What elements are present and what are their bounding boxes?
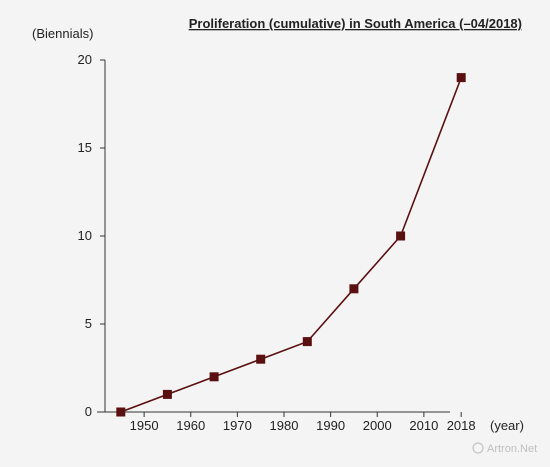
- x-tick-label-2010: 2010: [409, 418, 438, 433]
- series-line: [120, 77, 462, 413]
- x-tick-label-2000: 2000: [363, 418, 392, 433]
- x-ticks: 1950 1960 1970 1980 1990 2000 2010 2018: [130, 412, 476, 433]
- x-tick-label-1970: 1970: [223, 418, 252, 433]
- x-tick-label-1950: 1950: [130, 418, 159, 433]
- data-point-1945: [116, 407, 126, 417]
- watermark-text: Artron.Net: [487, 443, 537, 455]
- chart-title: Proliferation (cumulative) in South Amer…: [189, 16, 522, 31]
- x-axis-label: (year): [490, 418, 524, 433]
- x-tick-label-2018: 2018: [447, 418, 476, 433]
- watermark-logo-icon: [472, 442, 484, 454]
- data-point-1965: [209, 372, 219, 382]
- y-ticks: 0 5 10 15 20: [78, 52, 105, 419]
- y-tick-label-20: 20: [78, 52, 92, 67]
- y-tick-label-0: 0: [85, 404, 92, 419]
- x-tick-label-1990: 1990: [316, 418, 345, 433]
- y-axis-label: (Biennials): [32, 26, 93, 41]
- y-tick-label-10: 10: [78, 228, 92, 243]
- x-tick-label-1980: 1980: [270, 418, 299, 433]
- data-point-1975: [256, 354, 266, 364]
- watermark: Artron.Net: [472, 442, 537, 455]
- y-tick-label-5: 5: [85, 316, 92, 331]
- x-tick-label-1960: 1960: [176, 418, 205, 433]
- data-point-1995: [349, 284, 359, 294]
- data-point-1955: [162, 389, 172, 399]
- data-point-2018: [456, 73, 466, 83]
- data-point-2005: [396, 231, 406, 241]
- y-tick-label-15: 15: [78, 140, 92, 155]
- data-point-1985: [302, 337, 312, 347]
- data-markers: [116, 73, 466, 417]
